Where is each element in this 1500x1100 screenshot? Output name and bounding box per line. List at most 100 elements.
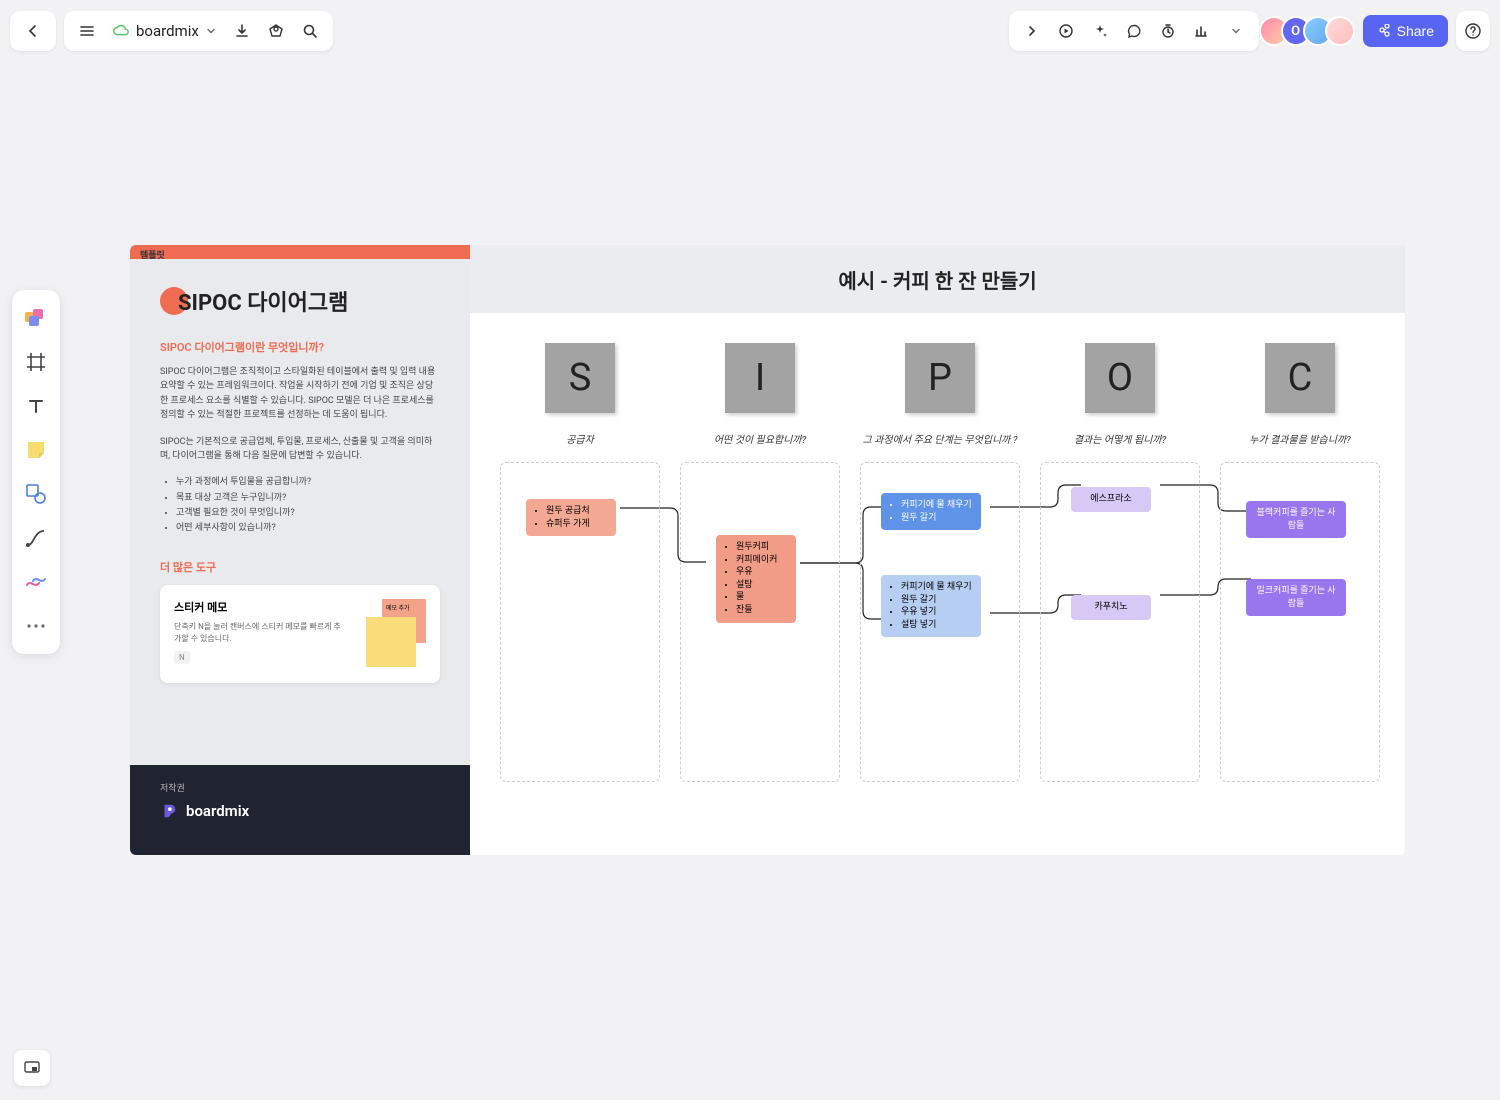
panel-title: SIPOC 다이어그램 bbox=[178, 285, 348, 317]
tool-connector[interactable] bbox=[18, 518, 54, 558]
column-s: S 공급자 원두 공급처슈퍼두 가게 bbox=[500, 343, 660, 782]
copyright-label: 저작권 bbox=[160, 781, 440, 794]
chevron-down-icon bbox=[1230, 25, 1242, 37]
canvas[interactable]: 템플릿 SIPOC 다이어그램 SIPOC 다이어그램이란 무엇입니까? SIP… bbox=[130, 245, 1405, 855]
paragraph: SIPOC는 기본적으로 공급업체, 투입물, 프로세스, 산출물 및 고객을 … bbox=[160, 435, 440, 464]
right-tools-pill bbox=[1009, 11, 1259, 51]
node-process[interactable]: 커피기에 물 채우기원두 갈기 bbox=[881, 493, 981, 530]
avatar[interactable] bbox=[1325, 16, 1355, 46]
help-button[interactable] bbox=[1456, 14, 1490, 48]
diagram-panel: 예시 - 커피 한 잔 만들기 S 공급자 원두 공급처슈퍼두 가게 bbox=[470, 245, 1405, 855]
node-input[interactable]: 원두커피커피메이커우유설탕물잔들 bbox=[716, 535, 796, 623]
sticky-tool-card: 스티커 메모 단축키 N을 눌러 캔버스에 스티커 메모를 빠르게 추가할 수 … bbox=[160, 585, 440, 683]
drop-zone[interactable]: 에스프라소 카푸치노 bbox=[1040, 462, 1200, 782]
comment-button[interactable] bbox=[1117, 14, 1151, 48]
diagram-header: 예시 - 커피 한 잔 만들기 bbox=[470, 245, 1405, 313]
sticky-preview: 메모 추가 bbox=[356, 599, 426, 669]
chevron-left-icon bbox=[25, 23, 41, 39]
download-icon bbox=[234, 23, 250, 39]
column-label: 그 과정에서 주요 단계는 무엇입니까 ? bbox=[860, 431, 1020, 446]
collaborator-avatars[interactable]: O bbox=[1267, 16, 1355, 46]
search-icon bbox=[302, 23, 318, 39]
tool-sticky[interactable] bbox=[18, 430, 54, 470]
info-panel: 템플릿 SIPOC 다이어그램 SIPOC 다이어그램이란 무엇입니까? SIP… bbox=[130, 245, 470, 855]
bullet-item: 고객별 필요한 것이 무엇입니까? bbox=[176, 506, 440, 521]
card-text: 스티커 메모 단축키 N을 눌러 캔버스에 스티커 메모를 빠르게 추가할 수 … bbox=[174, 599, 346, 669]
bullet-list: 누가 과정에서 투입물을 공급합니까? 목표 대상 고객은 누구입니까? 고객별… bbox=[160, 475, 440, 536]
node-output[interactable]: 에스프라소 bbox=[1071, 487, 1151, 512]
footer-brand: boardmix bbox=[160, 802, 440, 820]
drop-zone[interactable]: 원두 공급처슈퍼두 가게 bbox=[500, 462, 660, 782]
comment-icon bbox=[1126, 23, 1142, 39]
tool-text[interactable] bbox=[18, 386, 54, 426]
tag-icon bbox=[268, 23, 284, 39]
more-tools-heading: 더 많은 도구 bbox=[160, 559, 440, 575]
letter-box: C bbox=[1265, 343, 1335, 413]
minimap-button[interactable] bbox=[14, 1050, 50, 1086]
connector-icon bbox=[25, 527, 47, 549]
tool-shape[interactable] bbox=[18, 474, 54, 514]
card-desc: 단축키 N을 눌러 캔버스에 스티커 메모를 빠르게 추가할 수 있습니다. bbox=[174, 621, 346, 645]
drop-zone[interactable]: 블랙커피를 즐기는 사람들 밀크커피를 즐기는 사람들 bbox=[1220, 462, 1380, 782]
letter-box: O bbox=[1085, 343, 1155, 413]
letter-box: P bbox=[905, 343, 975, 413]
minimap-icon bbox=[23, 1059, 41, 1077]
column-i: I 어떤 것이 필요합니까? 원두커피커피메이커우유설탕물잔들 bbox=[680, 343, 840, 782]
node-customer[interactable]: 밀크커피를 즐기는 사람들 bbox=[1246, 579, 1346, 616]
panel-body: SIPOC 다이어그램 SIPOC 다이어그램이란 무엇입니까? SIPOC 다… bbox=[130, 259, 470, 709]
node-process[interactable]: 커피기에 물 채우기원두 갈기우유 넣기설탕 넣기 bbox=[881, 575, 981, 637]
help-icon bbox=[1464, 22, 1482, 40]
template-tag: 템플릿 bbox=[140, 248, 165, 261]
timer-icon bbox=[1160, 23, 1176, 39]
shape-icon bbox=[25, 483, 47, 505]
tool-more[interactable] bbox=[18, 606, 54, 646]
column-label: 공급자 bbox=[500, 431, 660, 446]
node-output[interactable]: 카푸치노 bbox=[1071, 595, 1151, 620]
text-icon bbox=[26, 396, 46, 416]
play-button[interactable] bbox=[1049, 14, 1083, 48]
drop-zone[interactable]: 원두커피커피메이커우유설탕물잔들 bbox=[680, 462, 840, 782]
question-heading: SIPOC 다이어그램이란 무엇입니까? bbox=[160, 339, 440, 355]
tool-frame[interactable] bbox=[18, 342, 54, 382]
drop-zone[interactable]: 커피기에 물 채우기원두 갈기 커피기에 물 채우기원두 갈기우유 넣기설탕 넣… bbox=[860, 462, 1020, 782]
column-p: P 그 과정에서 주요 단계는 무엇입니까 ? 커피기에 물 채우기원두 갈기 … bbox=[860, 343, 1020, 782]
letter-box: S bbox=[545, 343, 615, 413]
topbar-left: boardmix bbox=[10, 11, 333, 51]
column-label: 누가 결과물을 받습니까? bbox=[1220, 431, 1380, 446]
more-button[interactable] bbox=[1219, 14, 1253, 48]
tool-draw[interactable] bbox=[18, 562, 54, 602]
sparkle-button[interactable] bbox=[1083, 14, 1117, 48]
tool-assets[interactable] bbox=[18, 298, 54, 338]
bullet-item: 누가 과정에서 투입물을 공급합니까? bbox=[176, 475, 440, 490]
back-button[interactable] bbox=[16, 14, 50, 48]
title-row: SIPOC 다이어그램 bbox=[160, 285, 440, 317]
topbar-right: O Share bbox=[1009, 11, 1490, 51]
ellipsis-icon bbox=[26, 623, 46, 629]
share-label: Share bbox=[1397, 23, 1434, 39]
node-customer[interactable]: 블랙커피를 즐기는 사람들 bbox=[1246, 501, 1346, 538]
search-button[interactable] bbox=[293, 14, 327, 48]
sipoc-columns: S 공급자 원두 공급처슈퍼두 가게 I 어떤 것이 필요합니까? 원두커피커피… bbox=[470, 313, 1405, 853]
play-icon bbox=[1058, 23, 1074, 39]
column-label: 어떤 것이 필요합니까? bbox=[680, 431, 840, 446]
expand-button[interactable] bbox=[1015, 14, 1049, 48]
keyboard-key: N bbox=[174, 651, 190, 664]
sticky-note-icon bbox=[366, 617, 416, 667]
bullet-item: 어떤 세부사항이 있습니까? bbox=[176, 521, 440, 536]
column-o: O 결과는 어떻게 됩니까? 에스프라소 카푸치노 bbox=[1040, 343, 1200, 782]
panel-footer: 저작권 boardmix bbox=[130, 765, 470, 855]
chevron-down-icon bbox=[205, 25, 217, 37]
sparkle-icon bbox=[1092, 23, 1108, 39]
download-button[interactable] bbox=[225, 14, 259, 48]
share-button[interactable]: Share bbox=[1363, 15, 1448, 47]
node-supplier[interactable]: 원두 공급처슈퍼두 가게 bbox=[526, 499, 616, 536]
letter-box: I bbox=[725, 343, 795, 413]
hamburger-icon bbox=[79, 23, 95, 39]
workspace-title[interactable]: boardmix bbox=[104, 22, 225, 40]
brand-name: boardmix bbox=[186, 802, 249, 820]
chart-button[interactable] bbox=[1185, 14, 1219, 48]
menu-button[interactable] bbox=[70, 14, 104, 48]
timer-button[interactable] bbox=[1151, 14, 1185, 48]
card-title: 스티커 메모 bbox=[174, 599, 346, 615]
tag-button[interactable] bbox=[259, 14, 293, 48]
